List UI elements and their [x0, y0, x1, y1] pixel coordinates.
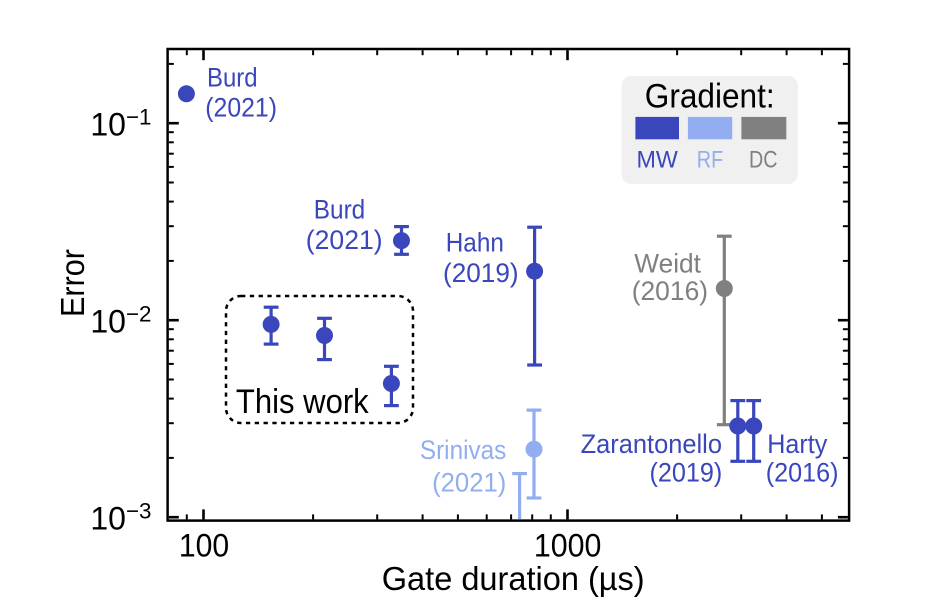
svg-text:(2021): (2021)	[205, 92, 277, 122]
svg-text:(2019): (2019)	[443, 258, 519, 288]
svg-text:Srinivas: Srinivas	[420, 435, 506, 465]
svg-text:MW: MW	[637, 146, 679, 173]
svg-text:This work: This work	[236, 383, 369, 421]
svg-text:DC: DC	[749, 146, 778, 173]
svg-text:Weidt: Weidt	[634, 248, 701, 278]
svg-text:100: 100	[179, 528, 229, 564]
svg-text:1000: 1000	[534, 528, 602, 564]
svg-text:(2016): (2016)	[766, 457, 839, 487]
svg-text:Zarantonello: Zarantonello	[581, 429, 722, 459]
svg-text:(2021): (2021)	[432, 467, 506, 497]
svg-text:Burd: Burd	[314, 195, 366, 225]
svg-text:Gate duration (µs): Gate duration (µs)	[382, 560, 645, 597]
svg-text:RF: RF	[697, 146, 724, 173]
svg-text:Harty: Harty	[767, 429, 828, 459]
svg-text:(2016): (2016)	[632, 276, 708, 306]
svg-text:(2021): (2021)	[306, 225, 383, 255]
svg-text:Gradient:: Gradient:	[645, 77, 775, 115]
svg-text:(2019): (2019)	[650, 457, 723, 487]
svg-text:Hahn: Hahn	[446, 228, 504, 258]
svg-text:Error: Error	[54, 249, 91, 317]
svg-text:Burd: Burd	[207, 63, 258, 93]
